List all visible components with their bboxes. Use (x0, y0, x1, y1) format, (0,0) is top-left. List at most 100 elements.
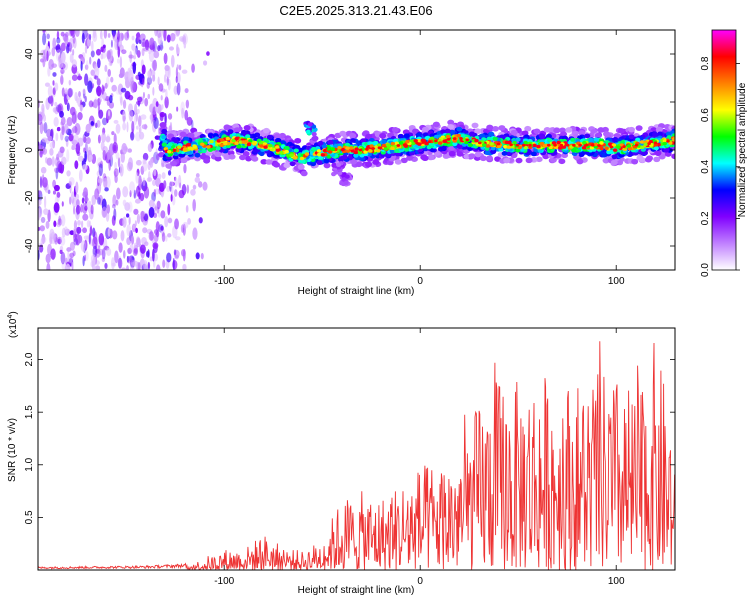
heatmap-noise-blob (39, 58, 45, 63)
heatmap-noise-blob (59, 236, 66, 246)
heatmap-signal-blob (611, 154, 618, 160)
heatmap-noise-blob (46, 157, 53, 166)
heatmap-peak-blob (358, 148, 363, 152)
heatmap-noise-blob (129, 76, 135, 90)
heatmap-noise-blob (88, 154, 93, 162)
heatmap-signal-blob (284, 149, 289, 154)
heatmap-noise-blob (60, 68, 65, 74)
heatmap-noise-blob (184, 109, 189, 121)
heatmap-noise-blob (75, 205, 81, 215)
heatmap-signal-blob (293, 148, 299, 153)
heatmap-noise-blob (122, 110, 126, 123)
heatmap-noise-blob (174, 189, 178, 197)
heatmap-signal-blob (201, 148, 207, 154)
heatmap-noise-blob (76, 226, 82, 234)
heatmap-noise-blob (156, 200, 161, 210)
y-tick-label: 40 (24, 48, 35, 60)
heatmap-noise-blob (121, 33, 124, 41)
heatmap-noise-blob (97, 178, 103, 184)
y-tick-label: 20 (24, 96, 35, 108)
heatmap-noise-blob (126, 224, 132, 237)
heatmap-noise-blob (95, 122, 98, 128)
heatmap-signal-blob (186, 142, 192, 147)
heatmap-noise-blob (192, 198, 196, 212)
heatmap-noise-blob (131, 120, 135, 134)
heatmap-side-blob (305, 129, 311, 135)
heatmap-signal-blob (440, 129, 447, 135)
heatmap-noise-blob (107, 33, 111, 38)
heatmap-noise-blob (119, 56, 123, 69)
heatmap-noise-blob (107, 68, 111, 77)
heatmap-noise-blob (54, 45, 61, 50)
heatmap-signal-blob (515, 148, 521, 153)
heatmap-noise-blob (39, 149, 43, 158)
heatmap-noise-blob (110, 76, 114, 83)
heatmap-signal-blob (655, 126, 663, 133)
heatmap-signal-blob (258, 141, 263, 146)
heatmap-noise-blob (176, 106, 179, 112)
heatmap-signal-blob (235, 147, 242, 153)
heatmap-noise-blob (61, 201, 64, 207)
heatmap-noise-blob (142, 158, 147, 165)
y-tick-label: 0 (24, 147, 35, 153)
colorbar: 0.0 0.2 0.4 0.6 0.8 Normalized spectral ampl… (700, 29, 748, 277)
heatmap-noise-blob (143, 260, 148, 270)
snr-panel: -100 0 100 0.5 1.0 1.5 2.0 Height of straight… (7, 311, 676, 596)
heatmap-noise-blob (75, 233, 81, 246)
heatmap-noise-blob (178, 64, 182, 71)
heatmap-noise-blob (178, 189, 185, 199)
heatmap-noise-blob (183, 35, 187, 44)
heatmap-signal-blob (377, 143, 382, 147)
heatmap-noise-blob (161, 232, 166, 243)
heatmap-signal-blob (484, 150, 491, 156)
heatmap-noise-blob (144, 97, 149, 107)
heatmap-signal-blob (561, 145, 567, 149)
heatmap-signal-blob (635, 125, 643, 131)
heatmap-signal-blob (355, 161, 363, 168)
heatmap-signal-blob (326, 147, 332, 151)
heatmap-noise-blob (43, 122, 48, 134)
heatmap-signal-blob (349, 138, 356, 143)
heatmap-signal-blob (530, 151, 537, 157)
heatmap-signal-blob (203, 158, 211, 164)
heatmap-signal-blob (167, 149, 172, 154)
heatmap-noise-blob (39, 225, 45, 232)
heatmap-noise-blob (58, 58, 63, 69)
heatmap-signal-blob (467, 142, 474, 147)
heatmap-noise-blob (82, 30, 88, 40)
heatmap-signal-blob (259, 144, 264, 148)
heatmap-noise-blob (101, 132, 107, 143)
heatmap-noise-blob (195, 252, 200, 260)
heatmap-noise-blob (68, 79, 72, 86)
heatmap-signal-blob (247, 145, 254, 150)
heatmap-noise-blob (143, 186, 150, 199)
heatmap-signal-blob (365, 133, 373, 140)
heatmap-peak-blob (427, 140, 432, 144)
heatmap-noise-blob (190, 188, 196, 196)
heatmap-signal-blob (537, 148, 543, 153)
heatmap-noise-blob (191, 119, 194, 130)
heatmap-noise-blob (163, 52, 168, 65)
heatmap-noise-blob (54, 82, 59, 92)
heatmap-noise-blob (47, 189, 51, 195)
heatmap-signal-blob (663, 147, 670, 153)
heatmap-signal-blob (381, 143, 387, 148)
heatmap-noise-blob (169, 32, 176, 42)
heatmap-noise-blob (126, 256, 133, 264)
heatmap-signal-blob (490, 146, 496, 151)
heatmap-signal-blob (456, 126, 463, 132)
heatmap-signal-blob (389, 149, 395, 154)
heatmap-noise-blob (194, 176, 201, 183)
heatmap-noise-blob (73, 134, 79, 145)
heatmap-noise-blob (68, 37, 75, 49)
heatmap-signal-blob (172, 148, 177, 152)
heatmap-noise-blob (119, 163, 124, 177)
heatmap-signal-blob (445, 134, 451, 139)
heatmap-signal-blob (604, 146, 609, 150)
heatmap-noise-blob (142, 152, 149, 161)
heatmap-noise-blob (127, 94, 134, 101)
heatmap-noise-blob (86, 60, 89, 71)
heatmap-noise-blob (60, 75, 64, 85)
heatmap-signal-blob (316, 160, 323, 166)
heatmap-noise-blob (153, 169, 157, 177)
